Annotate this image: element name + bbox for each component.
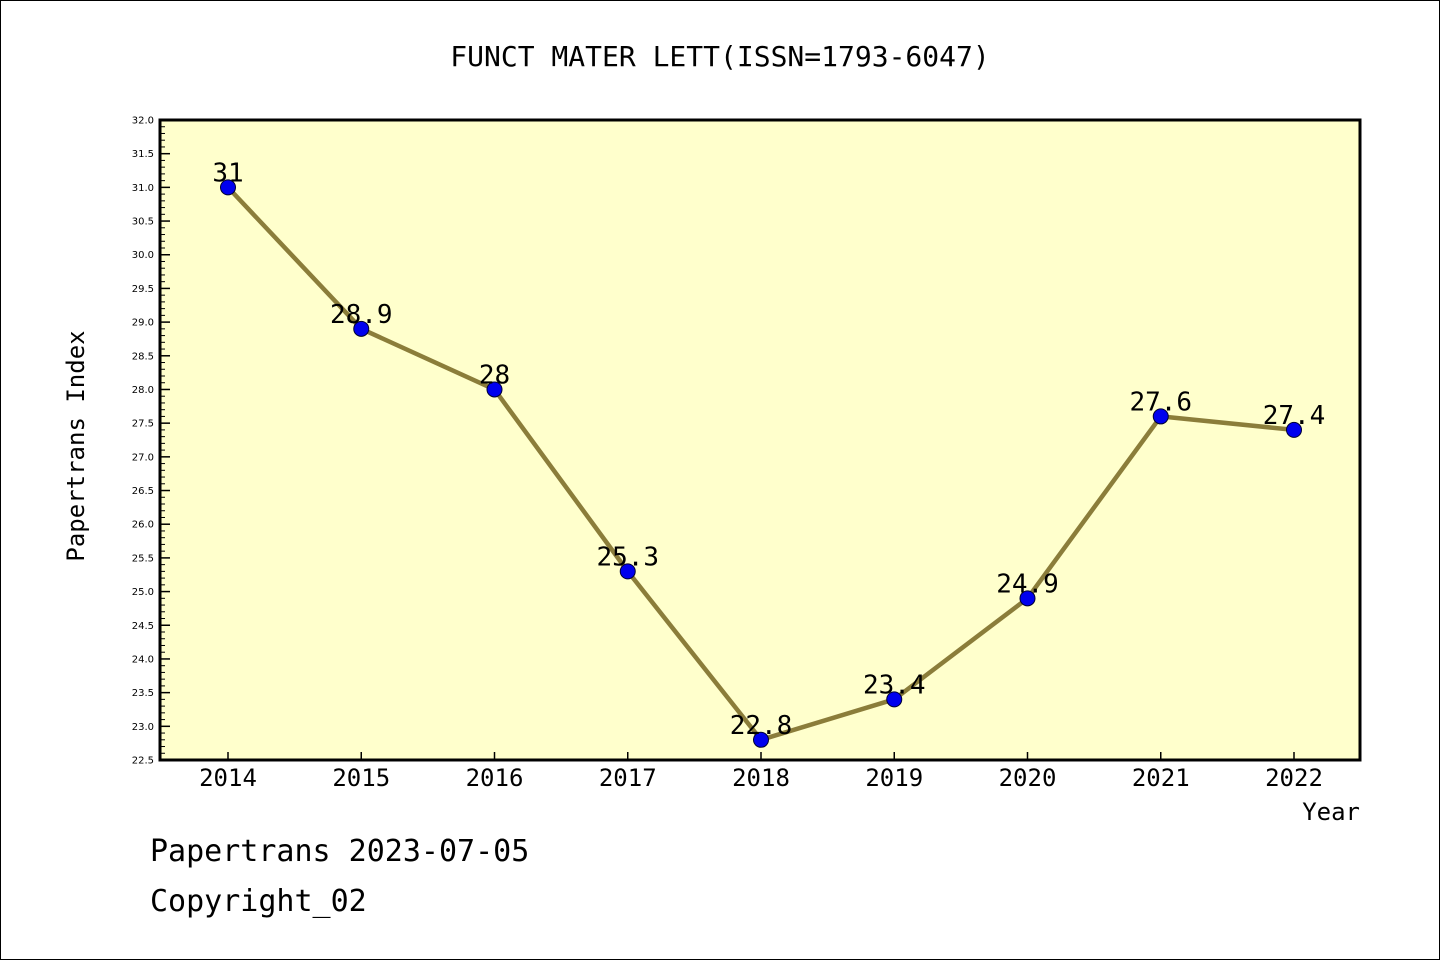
x-axis-label: Year	[1302, 798, 1360, 826]
y-tick-label: 25.5	[132, 553, 154, 564]
data-point-marker	[619, 563, 636, 580]
x-tick-label: 2022	[1265, 764, 1323, 792]
y-tick-label: 23.5	[132, 688, 154, 699]
x-tick-label: 2014	[199, 764, 257, 792]
data-point-label: 31	[212, 158, 243, 188]
data-point-label: 28.9	[330, 300, 393, 330]
y-tick-label: 27.5	[132, 419, 154, 430]
y-tick-label: 28.0	[132, 385, 154, 396]
plot-area	[158, 118, 1362, 762]
y-tick-label: 31.0	[132, 183, 154, 194]
y-tick-label: 27.0	[132, 452, 154, 463]
x-tick-label: 2018	[732, 764, 790, 792]
x-tick-label: 2019	[865, 764, 923, 792]
y-tick-label: 29.5	[132, 284, 154, 295]
data-labels: 31 28.9 28 25.3 22.8 23.4 24.9 27.6 27.4	[212, 158, 1325, 740]
data-point-marker	[220, 179, 236, 196]
series-group	[220, 179, 1302, 748]
y-tick-label: 32.0	[132, 116, 154, 127]
y-tick-label: 22.5	[132, 756, 154, 767]
x-axis-ticks: 2014 2015 2016 2017 2018 2019 2020 2021 2022	[199, 752, 1323, 792]
y-tick-label: 26.0	[132, 520, 154, 531]
data-point-label: 27.4	[1263, 401, 1326, 431]
data-point-marker	[1019, 590, 1036, 607]
y-tick-label: 30.0	[132, 250, 154, 261]
x-tick-label: 2020	[999, 764, 1057, 792]
x-tick-label: 2021	[1132, 764, 1190, 792]
data-point-label: 22.8	[730, 711, 793, 741]
chart-title: FUNCT MATER LETT(ISSN=1793-6047)	[450, 40, 989, 73]
y-tick-label: 30.5	[132, 217, 154, 228]
x-tick-label: 2015	[332, 764, 390, 792]
y-tick-label: 24.0	[132, 654, 154, 665]
data-point-marker	[486, 381, 503, 398]
y-axis-label: Papertrans Index	[62, 330, 90, 561]
data-point-marker	[353, 320, 370, 337]
data-point-label: 28	[479, 360, 510, 390]
y-axis-ticks: 22.5 23.0 23.5 24.0 24.5 25.0 25.5 26.0 26.5 27.0…	[132, 116, 170, 767]
y-tick-label: 26.5	[132, 486, 154, 497]
y-tick-label: 24.5	[132, 621, 154, 632]
copyright-text: Copyright_02	[150, 884, 367, 919]
data-point-marker	[1152, 408, 1169, 425]
y-tick-label: 25.0	[132, 587, 154, 598]
source-date-text: Papertrans 2023-07-05	[150, 834, 530, 869]
y-tick-label: 31.5	[132, 149, 154, 160]
y-tick-label: 23.0	[132, 722, 154, 733]
data-point-label: 24.9	[996, 569, 1059, 599]
x-tick-label: 2017	[599, 764, 657, 792]
x-tick-label: 2016	[466, 764, 524, 792]
data-point-marker	[1286, 421, 1302, 438]
data-point-label: 25.3	[596, 542, 659, 572]
data-point-marker	[886, 691, 903, 708]
data-point-label: 23.4	[863, 670, 926, 700]
y-tick-label: 29.0	[132, 318, 154, 329]
data-point-marker	[753, 731, 769, 748]
y-tick-label: 28.5	[132, 351, 154, 362]
data-point-label: 27.6	[1129, 387, 1192, 417]
